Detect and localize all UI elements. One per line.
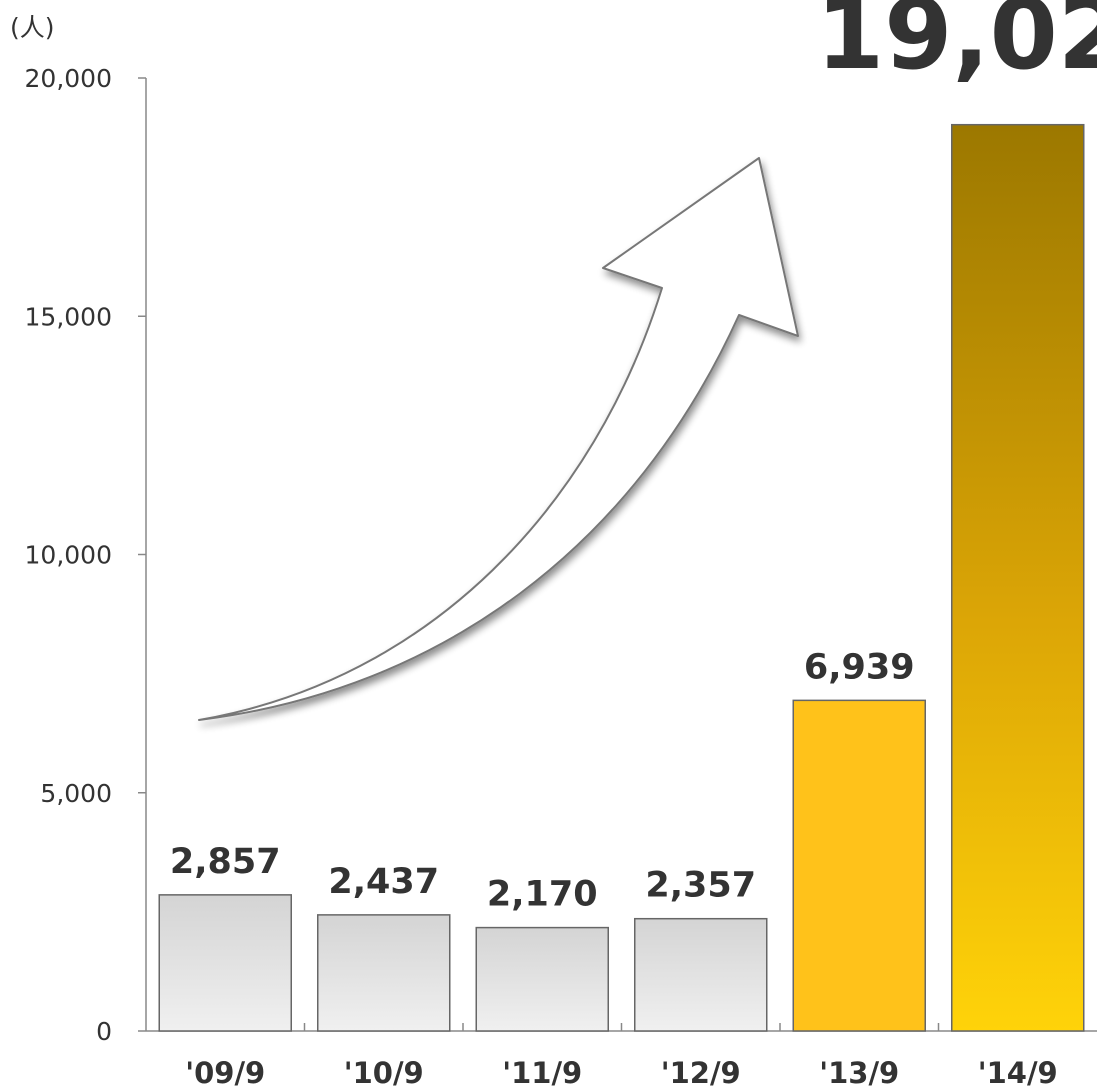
x-category-label: '12/9 [661,1056,741,1087]
y-axis-unit-label: (人) [10,13,55,42]
x-category-label: '09/9 [185,1056,265,1087]
y-axis: 0 5,000 10,000 15,000 20,000 [25,64,147,1046]
x-axis: '09/9 '10/9 '11/9 '12/9 '13/9 '14/9 [146,1023,1097,1087]
bar-1 [317,914,451,1032]
bars [158,123,1085,1032]
value-label: 2,437 [328,862,439,902]
x-category-label: '10/9 [344,1056,424,1087]
y-tick-label: 20,000 [25,64,112,93]
bar-3 [634,917,768,1032]
bar-0 [158,894,292,1032]
bar-4 [792,699,926,1032]
bar-5 [951,123,1085,1032]
y-tick-label: 10,000 [25,541,112,570]
value-label: 2,357 [645,866,756,906]
x-category-label: '13/9 [819,1056,899,1087]
value-labels: 2,857 2,437 2,170 2,357 6,939 19,02 [170,0,1097,915]
y-tick-label: 15,000 [25,302,112,331]
value-label: 2,170 [487,875,598,915]
value-label-highlight: 19,02 [816,0,1097,92]
upward-trend-arrow-icon [198,157,799,721]
value-label: 2,857 [170,842,281,882]
y-tick-label: 5,000 [40,779,112,808]
x-category-label: '14/9 [978,1056,1058,1087]
bar-2 [475,926,609,1032]
x-category-label: '11/9 [502,1056,582,1087]
y-tick-label: 0 [96,1017,112,1046]
value-label: 6,939 [804,647,915,687]
